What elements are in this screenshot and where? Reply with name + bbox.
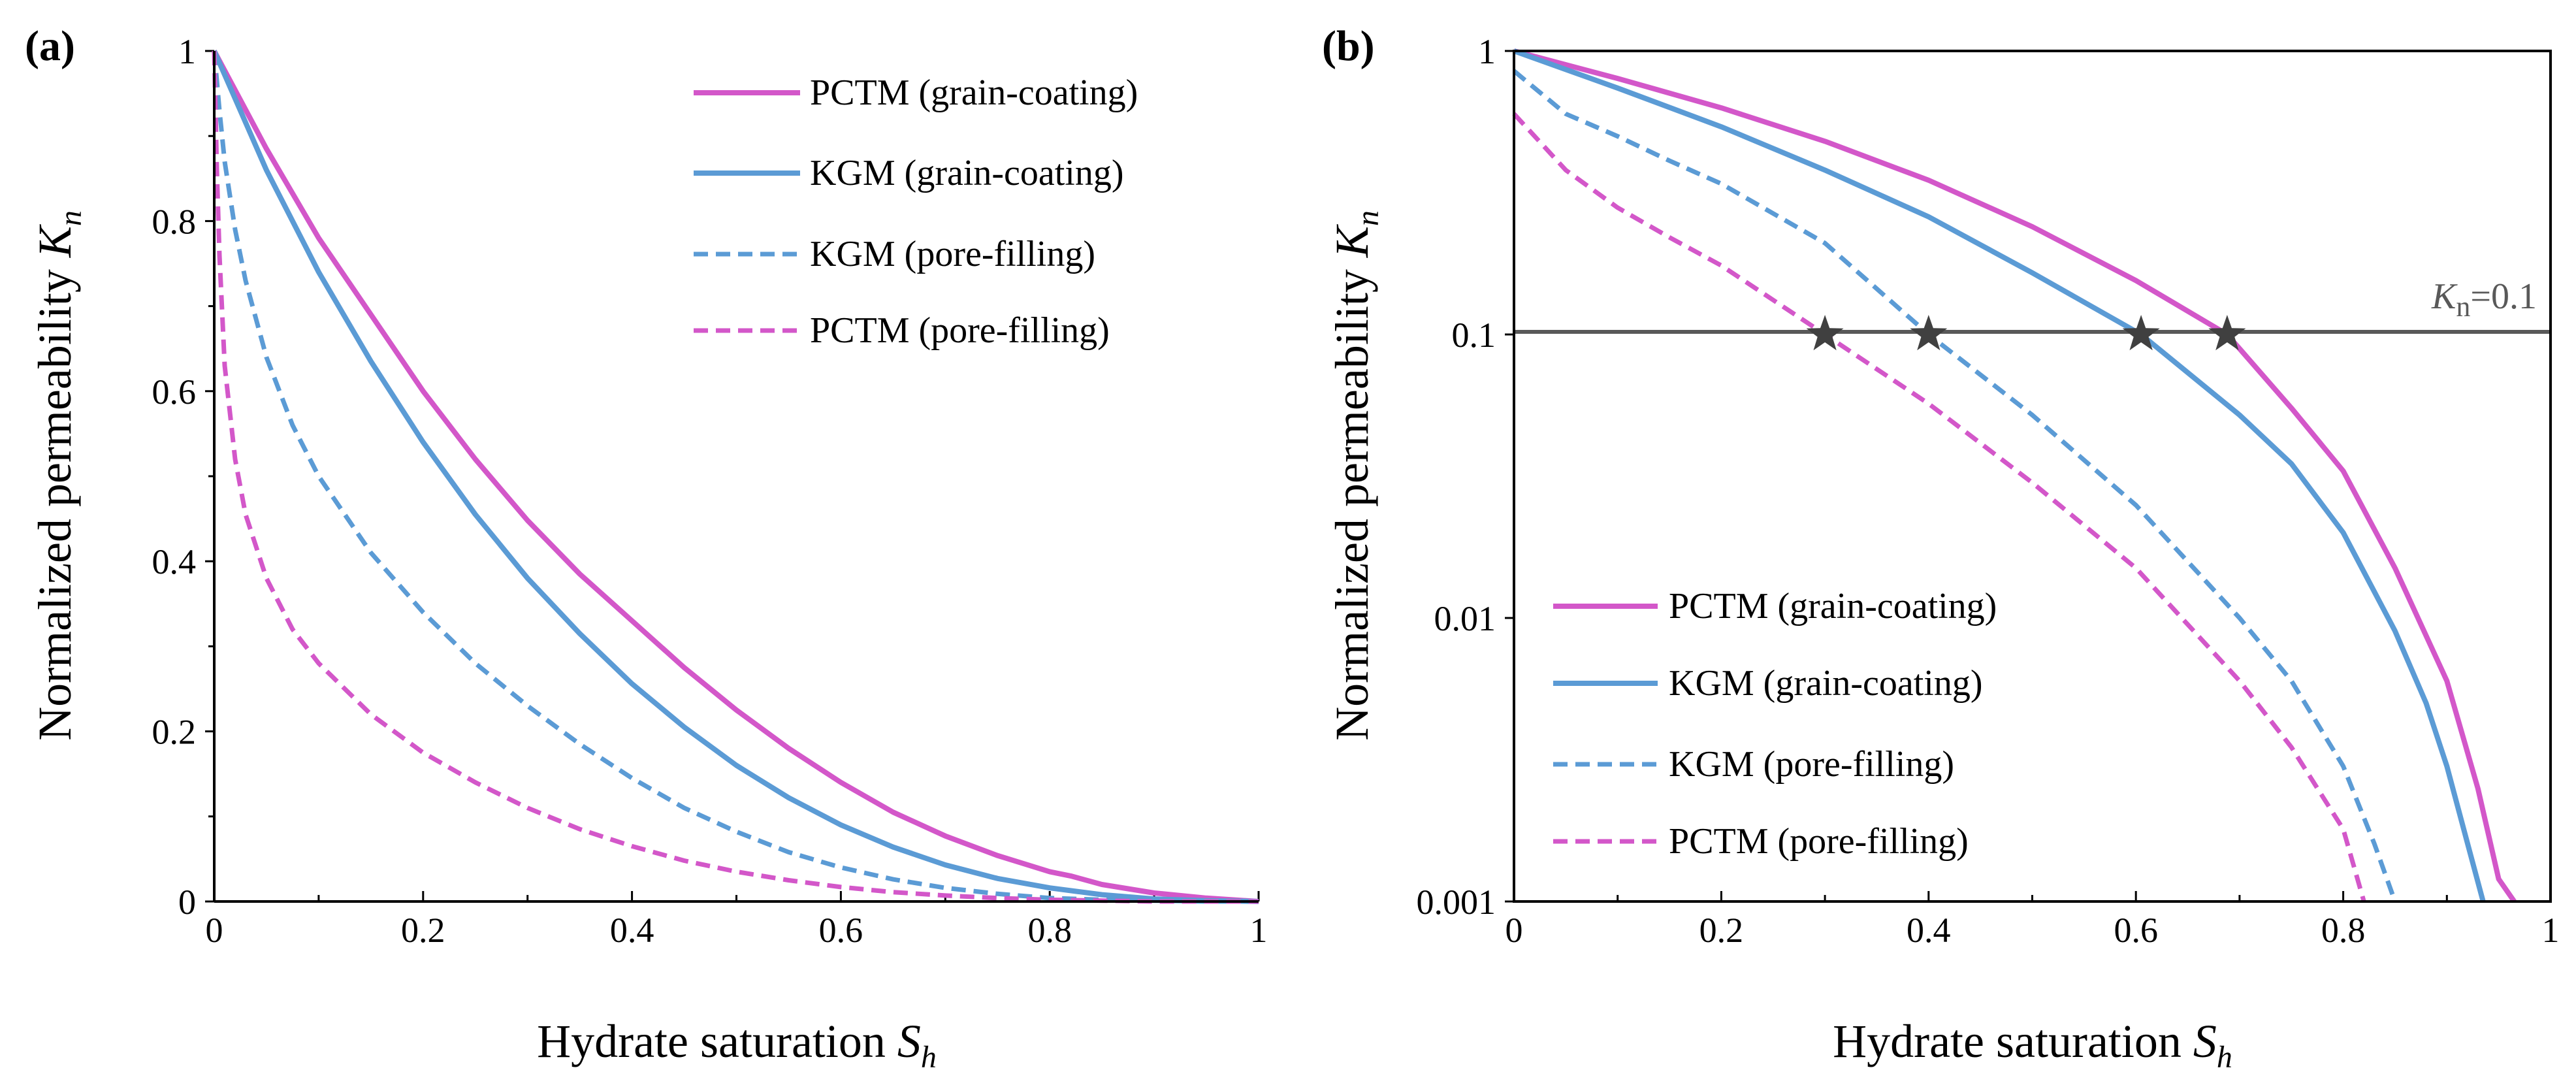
x-tick-label: 1 xyxy=(2542,911,2560,950)
x-tick-label: 0.4 xyxy=(610,911,654,950)
legend-label: PCTM (pore-filling) xyxy=(810,310,1110,351)
x-tick-label: 0.8 xyxy=(1027,911,1072,950)
panel-b-ticks: 0 0.2 0.4 0.6 0.8 1 0.001 0.01 0.1 1 xyxy=(1417,32,2560,950)
panel-a-xlabel: Hydrate saturation Sh xyxy=(537,1015,937,1075)
series-line-a-0 xyxy=(212,50,1259,904)
y-tick-label: 0.01 xyxy=(1434,599,1496,638)
star-marker-2 xyxy=(2122,315,2160,351)
x-tick-label: 0.6 xyxy=(819,911,863,950)
legend-label: KGM (pore-filling) xyxy=(810,234,1095,274)
legend-label: KGM (grain-coating) xyxy=(810,153,1124,193)
series-line-b-2 xyxy=(1512,69,2398,903)
x-tick-label: 0.2 xyxy=(401,911,445,950)
star-marker-3 xyxy=(2208,315,2246,351)
series-line-b-0 xyxy=(1513,48,2517,903)
y-tick-label: 0.001 xyxy=(1417,883,1496,922)
x-tick-label: 0.2 xyxy=(1699,911,1744,950)
series-line-b-1 xyxy=(1513,48,2486,903)
y-tick-label: 0.8 xyxy=(152,202,197,241)
series-line-b-3 xyxy=(1512,112,2366,902)
y-tick-label: 1 xyxy=(178,32,196,71)
x-tick-label: 1 xyxy=(1250,911,1268,950)
star-marker-0 xyxy=(1806,315,1844,351)
panel-a-series xyxy=(212,50,1259,904)
y-tick-label: 0.6 xyxy=(152,372,197,412)
panel-b-xlabel: Hydrate saturation Sh xyxy=(1833,1015,2232,1075)
panel-b-label: (b) xyxy=(1322,22,1375,70)
panel-b-legend: PCTM (grain-coating) KGM (grain-coating)… xyxy=(1553,586,1997,862)
star-marker-1 xyxy=(1910,315,1948,351)
panel-b: (b) 0 0.2 0.4 0.6 0.8 1 0.001 0.01 0.1 1 Kn=0.1 H… xyxy=(1322,22,2560,1075)
panel-b-series xyxy=(1512,48,2517,903)
panel-a-ylabel: Normalized permeability Kn xyxy=(29,210,88,741)
legend-label: PCTM (grain-coating) xyxy=(1669,586,1997,626)
panel-a-label: (a) xyxy=(25,22,75,70)
series-line-a-1 xyxy=(212,50,1259,904)
x-tick-label: 0.6 xyxy=(2114,911,2158,950)
y-tick-label: 1 xyxy=(1478,32,1496,71)
legend-label: PCTM (grain-coating) xyxy=(810,73,1138,113)
y-tick-label: 0.1 xyxy=(1452,316,1496,355)
legend-label: KGM (pore-filling) xyxy=(1669,744,1954,785)
panel-a-legend: PCTM (grain-coating) KGM (grain-coating)… xyxy=(694,73,1138,351)
y-tick-label: 0.4 xyxy=(152,542,197,581)
y-tick-label: 0 xyxy=(178,883,196,922)
panel-a-ticks: 0 0.2 0.4 0.6 0.8 1 0 0.2 0.4 0.6 0.8 1 xyxy=(152,32,1268,950)
x-tick-label: 0 xyxy=(1505,911,1523,950)
x-tick-label: 0.8 xyxy=(2321,911,2366,950)
panel-b-ylabel: Normalized permeability Kn xyxy=(1326,210,1385,741)
x-tick-label: 0 xyxy=(206,911,223,950)
panel-b-stars xyxy=(1806,315,2246,351)
threshold-label: Kn=0.1 xyxy=(2431,276,2537,323)
x-tick-label: 0.4 xyxy=(1907,911,1951,950)
series-line-a-2 xyxy=(212,50,1259,904)
legend-label: KGM (grain-coating) xyxy=(1669,663,1983,704)
panel-a: (a) 0 0.2 0.4 0.6 0.8 1 0 0.2 0.4 0.6 0.8 1 Hydrate… xyxy=(25,22,1268,1075)
y-tick-label: 0.2 xyxy=(152,713,197,752)
series-line-a-3 xyxy=(212,50,1259,904)
legend-label: PCTM (pore-filling) xyxy=(1669,821,1969,862)
panel-b-frame xyxy=(1513,50,2552,903)
